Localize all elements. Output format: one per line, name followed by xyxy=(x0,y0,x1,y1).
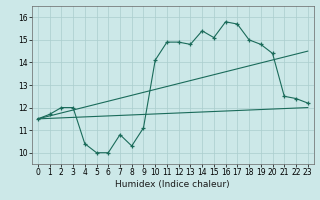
X-axis label: Humidex (Indice chaleur): Humidex (Indice chaleur) xyxy=(116,180,230,189)
